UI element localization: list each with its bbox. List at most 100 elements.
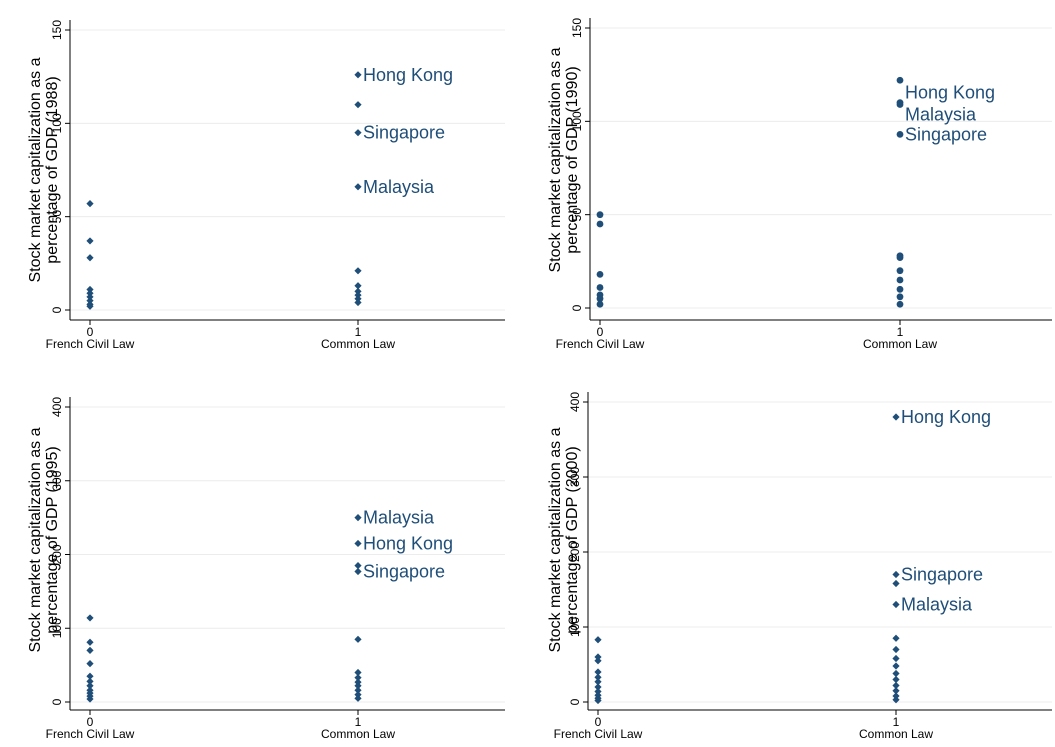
point-label: Hong Kong (363, 533, 453, 553)
x-tick-number: 0 (597, 325, 604, 339)
y-tick-label: 300 (568, 467, 582, 487)
data-point (86, 660, 94, 668)
y-tick-label: 150 (570, 18, 584, 38)
data-point (86, 672, 94, 680)
x-tick-number: 0 (595, 715, 602, 729)
data-point (594, 678, 602, 686)
data-point (86, 677, 94, 685)
point-label: Hong Kong (363, 65, 453, 85)
data-point (354, 678, 362, 686)
scatter-panel-1990: 0 50 100 150 0 French Civil Law 1 Common Law Sto… (520, 0, 1055, 370)
data-point (594, 687, 602, 696)
y-tick-label: 100 (568, 617, 582, 637)
data-point (354, 101, 362, 109)
y-axis-label: percentage of GDP (1988) (44, 76, 61, 263)
data-point (594, 668, 602, 676)
data-point (354, 291, 362, 299)
y-axis-label: percentage of GDP (1995) (44, 446, 61, 633)
data-point (354, 267, 362, 275)
y-tick-label: 200 (50, 544, 64, 564)
y-axis-label: percentage of GDP (1990) (564, 66, 581, 253)
data-point (596, 300, 604, 308)
x-tick-label: Common Law (321, 727, 395, 741)
data-point (896, 254, 904, 261)
y-tick-label: 100 (50, 618, 64, 638)
data-point (354, 694, 362, 702)
data-point (896, 101, 904, 108)
data-point (354, 682, 362, 690)
data-point (892, 413, 900, 421)
y-tick-label: 50 (570, 208, 584, 222)
data-point (896, 285, 904, 293)
data-point (594, 653, 602, 661)
data-point (896, 300, 904, 308)
point-label: Singapore (363, 561, 445, 581)
scatter-panel-1995: 0 100 200 300 400 0 French Civil Law 1 Common La… (0, 380, 520, 747)
data-point (354, 691, 362, 699)
data-point (354, 567, 362, 576)
point-label: Singapore (363, 123, 445, 143)
y-tick-label: 400 (568, 392, 582, 412)
data-point (86, 638, 94, 646)
data-point (892, 634, 900, 642)
x-tick-label: French Civil Law (46, 727, 135, 741)
y-tick-label: 0 (50, 306, 64, 313)
x-tick-number: 1 (897, 325, 904, 339)
data-point (892, 696, 900, 704)
y-tick-label: 0 (570, 304, 584, 311)
data-point (896, 131, 904, 138)
data-point (892, 687, 900, 695)
data-point (86, 289, 94, 297)
data-point (596, 271, 604, 278)
data-point (892, 669, 900, 678)
data-point (594, 696, 602, 705)
data-point (354, 514, 362, 522)
data-point (86, 237, 94, 245)
data-point (354, 71, 362, 79)
y-tick-label: 300 (50, 470, 64, 490)
scatter-panel-1988: 0 50 100 150 0 French Civil Law 1 Common Law Sto… (0, 0, 520, 370)
data-point (354, 674, 362, 682)
data-point (892, 675, 900, 684)
point-label: Hong Kong (905, 83, 995, 103)
data-point (896, 267, 904, 275)
data-point (596, 220, 604, 228)
data-point (892, 579, 900, 588)
point-label: Malaysia (901, 595, 973, 615)
y-tick-label: 200 (568, 542, 582, 562)
data-point (354, 129, 362, 137)
data-point (594, 636, 602, 644)
x-tick-label: Common Law (859, 727, 933, 741)
point-label: Singapore (905, 124, 987, 144)
data-point (896, 76, 904, 84)
data-point (86, 293, 94, 301)
y-axis-label: Stock market capitalization as a (27, 57, 44, 282)
y-tick-label: 0 (50, 698, 64, 705)
data-point (86, 614, 94, 622)
data-point (86, 682, 94, 690)
y-tick-label: 0 (568, 698, 582, 705)
data-point (354, 298, 362, 307)
y-axis-label: Stock market capitalization as a (27, 427, 44, 652)
point-label: Malaysia (905, 105, 977, 125)
y-tick-label: 150 (50, 20, 64, 40)
scatter-panel-2000: 0 100 200 300 400 0 French Civil Law 1 Common La… (520, 380, 1055, 747)
y-axis-label: percentage of GDP (2000) (564, 446, 581, 633)
data-point (86, 646, 94, 654)
y-tick-label: 50 (50, 210, 64, 224)
data-point (354, 287, 362, 295)
data-point (86, 302, 94, 310)
point-label: Singapore (901, 565, 983, 585)
x-tick-number: 1 (893, 715, 900, 729)
x-tick-number: 1 (355, 715, 362, 729)
point-label: Malaysia (363, 177, 435, 197)
y-tick-label: 100 (570, 111, 584, 131)
y-tick-label: 100 (50, 113, 64, 133)
data-point (892, 654, 900, 663)
data-point (86, 285, 94, 294)
x-tick-label: Common Law (321, 337, 395, 351)
data-point (596, 284, 604, 291)
data-point (596, 295, 604, 303)
